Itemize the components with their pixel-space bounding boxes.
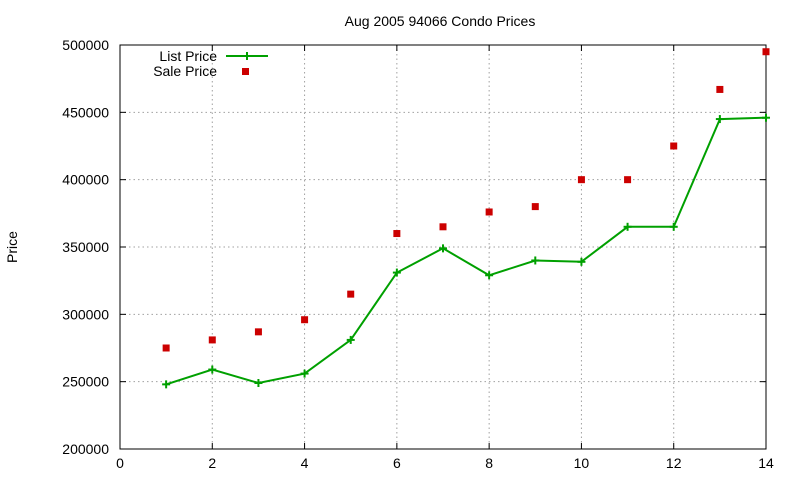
- x-tick-label: 14: [758, 455, 774, 471]
- x-tick-label: 12: [666, 455, 682, 471]
- x-tick-label: 10: [574, 455, 590, 471]
- list-price-point: [346, 335, 355, 344]
- y-axis-tick-labels: 200000 250000 300000 350000 400000 450000 5000…: [62, 37, 109, 457]
- list-price-point: [300, 369, 309, 378]
- legend: List Price Sale Price: [153, 48, 268, 79]
- x-axis-tick-labels: 0 2 4 6 8 10 12 14: [116, 455, 774, 471]
- sale-price-point: [439, 223, 447, 231]
- list-price-point: [531, 256, 540, 265]
- list-price-point: [254, 379, 263, 388]
- legend-plus-marker: [243, 52, 251, 60]
- list-price-line: [165, 116, 767, 386]
- y-tick-label: 300000: [62, 306, 109, 322]
- list-price-point: [577, 257, 586, 266]
- sale-price-point: [670, 142, 678, 150]
- y-tick-label: 450000: [62, 104, 109, 120]
- legend-label-sale-price: Sale Price: [153, 63, 217, 79]
- sale-price-point: [624, 176, 632, 184]
- list-price-point: [669, 222, 678, 231]
- chart-title: Aug 2005 94066 Condo Prices: [345, 13, 536, 29]
- x-tick-label: 2: [208, 455, 216, 471]
- list-price-point: [485, 271, 494, 280]
- sale-price-point: [531, 203, 539, 211]
- y-tick-label: 500000: [62, 37, 109, 53]
- list-price-point: [162, 380, 171, 389]
- sale-price-point: [485, 208, 493, 216]
- data-series: [162, 48, 770, 389]
- y-axis-label: Price: [4, 231, 20, 263]
- legend-label-list-price: List Price: [159, 48, 217, 64]
- legend-marker-sale-price: [242, 68, 249, 75]
- y-tick-label: 350000: [62, 239, 109, 255]
- x-tick-label: 8: [485, 455, 493, 471]
- sale-price-point: [162, 344, 170, 352]
- y-tick-label: 200000: [62, 441, 109, 457]
- x-tick-label: 4: [301, 455, 309, 471]
- list-price-point: [762, 113, 770, 122]
- list-price-point: [439, 244, 447, 253]
- list-price-point: [623, 222, 632, 231]
- list-price-point: [208, 365, 217, 374]
- list-price-point: [392, 268, 401, 277]
- y-tick-label: 400000: [62, 172, 109, 188]
- sale-price-point: [577, 176, 585, 184]
- legend-marker-list-price: [243, 52, 251, 60]
- x-tick-label: 0: [116, 455, 124, 471]
- axis-ticks: [119, 44, 767, 450]
- sale-price-point: [254, 328, 262, 336]
- sale-price-point: [347, 290, 355, 298]
- sale-price-point: [762, 48, 770, 56]
- sale-price-point: [716, 85, 724, 93]
- y-tick-label: 250000: [62, 374, 109, 390]
- sale-price-point: [208, 336, 216, 344]
- sale-price-point: [301, 316, 309, 324]
- list-price-point: [715, 115, 724, 124]
- sale-price-point: [393, 230, 401, 238]
- x-tick-label: 6: [393, 455, 401, 471]
